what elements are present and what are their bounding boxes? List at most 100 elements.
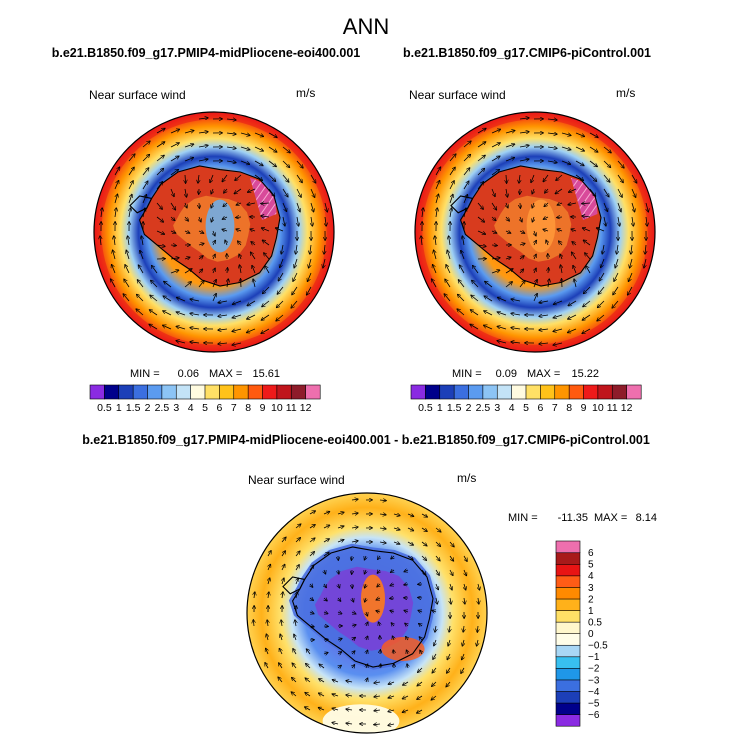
wind-vector — [543, 229, 549, 231]
wind-vector — [505, 131, 515, 134]
wind-vector — [449, 541, 454, 547]
wind-vector — [292, 663, 297, 669]
wind-vector — [589, 146, 598, 152]
colorbar-swatch — [568, 384, 585, 400]
colorbar-swatch — [233, 384, 249, 400]
wind-vector — [432, 681, 437, 686]
wind-vector — [491, 143, 500, 148]
wind-vector — [283, 216, 285, 226]
wind-vector — [491, 188, 495, 196]
wind-vector — [170, 231, 176, 233]
wind-vector — [464, 583, 466, 590]
wind-vector — [226, 119, 236, 120]
wind-vector — [432, 279, 437, 288]
wind-vector — [241, 279, 242, 288]
wind-vector — [432, 667, 437, 673]
colorbar-swatch — [147, 384, 163, 400]
panel-3-units-label: m/s — [457, 471, 476, 485]
wind-vector — [323, 612, 328, 614]
colorbar-swatch — [555, 552, 581, 565]
wind-vector — [388, 682, 395, 684]
wind-vector — [222, 174, 228, 182]
wind-vector — [431, 695, 437, 700]
wind-vector — [602, 244, 604, 254]
wind-vector — [603, 160, 611, 167]
wind-vector — [519, 174, 520, 183]
wind-vector — [539, 301, 549, 303]
wind-vector — [568, 300, 577, 306]
wind-vector — [618, 216, 620, 226]
wind-vector — [139, 265, 144, 274]
wind-vector — [433, 265, 437, 274]
wind-field — [415, 112, 655, 352]
wind-vector — [561, 146, 571, 150]
wind-vector — [184, 144, 194, 148]
wind-vector — [114, 236, 115, 246]
wind-vector — [309, 612, 314, 614]
wind-vector — [150, 310, 158, 316]
panel-3: b.e21.B1850.f09_g17.PMIP4-midPliocene-eo… — [82, 433, 657, 734]
wind-vector — [305, 707, 311, 711]
dome-low-wind — [205, 199, 235, 253]
wind-vector — [589, 160, 597, 167]
wind-vector — [138, 280, 144, 288]
wind-vector — [462, 236, 464, 246]
wind-vector — [520, 216, 522, 222]
wind-vector — [156, 155, 164, 162]
wind-vector — [646, 202, 648, 212]
colorbar-swatch — [262, 384, 278, 400]
colorbar-tick-label: 9 — [260, 402, 266, 414]
wind-vector — [142, 141, 150, 148]
wind-vector — [561, 132, 571, 135]
colorbar-swatch — [468, 384, 484, 400]
wind-vector — [198, 256, 203, 259]
wind-vector — [190, 313, 200, 315]
wind-vector — [419, 624, 422, 626]
wind-vector — [575, 160, 584, 166]
wind-vector — [324, 584, 326, 587]
panel-2-units-label: m/s — [616, 86, 635, 100]
wind-vector — [519, 118, 529, 119]
wind-vector — [393, 650, 394, 655]
wind-vector — [519, 145, 529, 147]
colorbar-swatch — [204, 384, 220, 400]
wind-vector — [554, 300, 563, 304]
wind-vector — [533, 280, 537, 288]
wind-vector — [277, 300, 284, 307]
colorbar-tick-label: 0 — [588, 629, 594, 640]
wind-vector — [212, 280, 216, 288]
wind-vector — [124, 279, 130, 288]
wind-vector — [449, 625, 450, 632]
wind-vector — [547, 133, 557, 134]
wind-vectors — [421, 118, 648, 345]
panel-2: b.e21.B1850.f09_g17.CMIP6-piControl.001 … — [403, 46, 656, 414]
wind-vector — [450, 583, 452, 590]
wind-vector — [281, 244, 283, 254]
wind-vector — [498, 298, 507, 302]
wind-vector — [374, 696, 381, 697]
panel-1-polar-map — [93, 111, 335, 353]
wind-vector — [390, 584, 395, 586]
colorbar-swatch — [89, 384, 105, 400]
wind-vector — [253, 620, 254, 627]
wind-vector — [539, 315, 549, 316]
wind-vector — [281, 551, 285, 557]
wind-vector — [444, 294, 451, 302]
panel-3-case-title: b.e21.B1850.f09_g17.PMIP4-midPliocene-eo… — [82, 433, 650, 447]
wind-vector — [325, 202, 327, 212]
wind-vector — [152, 266, 158, 274]
wind-vector — [421, 236, 422, 246]
wind-vector — [308, 272, 312, 281]
wind-vector — [280, 258, 284, 267]
wind-vector — [226, 133, 236, 134]
wind-vector — [136, 309, 144, 316]
colorbar-tick-label: 4 — [509, 402, 515, 414]
wind-vector — [337, 512, 344, 514]
wind-vector — [282, 202, 287, 211]
colorbar-swatch — [555, 679, 581, 692]
wind-vector — [310, 584, 313, 587]
panel-3-min-value: -11.35 — [558, 512, 588, 524]
wind-vector — [262, 314, 270, 320]
wind-vector — [227, 279, 228, 288]
